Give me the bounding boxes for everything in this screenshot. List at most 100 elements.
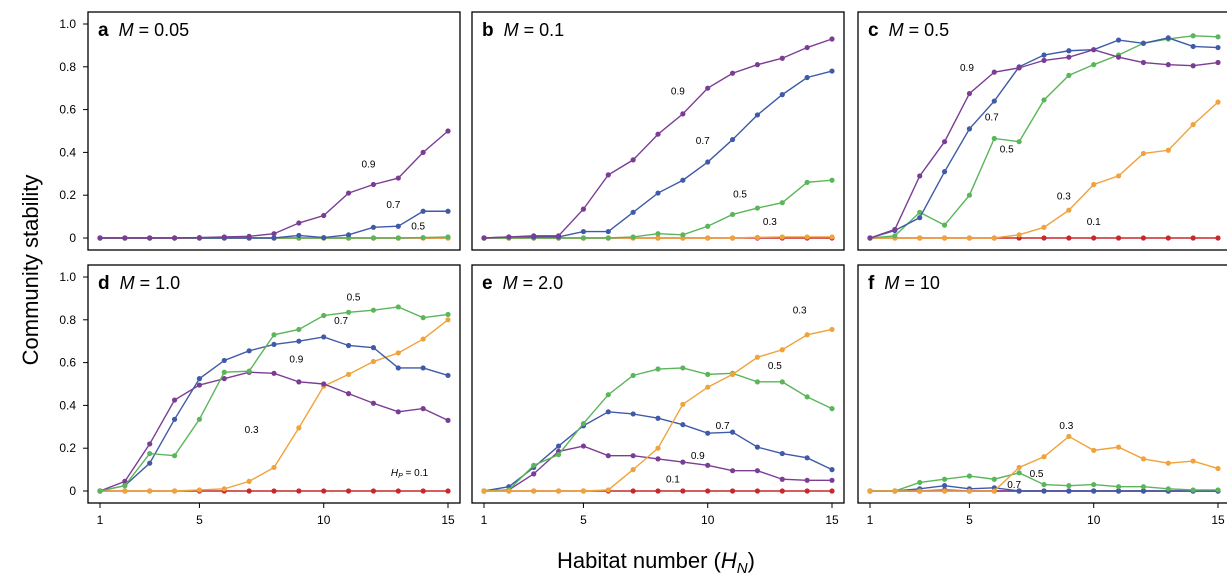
data-point <box>147 441 153 447</box>
data-point <box>655 415 661 421</box>
data-point <box>221 234 227 240</box>
data-point <box>1140 235 1147 241</box>
data-point <box>321 381 327 387</box>
data-point <box>531 488 537 494</box>
data-point <box>605 409 611 415</box>
panel-frame <box>857 264 1227 504</box>
data-point <box>829 177 835 183</box>
series-line-0-5 <box>484 179 833 239</box>
y-tick-label: 0.6 <box>59 356 76 370</box>
data-point <box>1140 40 1147 46</box>
data-point <box>171 397 178 403</box>
data-point <box>1115 488 1122 494</box>
data-point <box>1140 59 1147 66</box>
data-point <box>1140 456 1147 462</box>
data-point <box>420 365 426 371</box>
data-point <box>1165 486 1171 492</box>
data-point <box>655 488 661 494</box>
data-point <box>1190 458 1196 464</box>
data-point <box>779 92 785 98</box>
data-point <box>917 173 923 179</box>
data-point <box>531 471 537 477</box>
data-point <box>171 235 178 241</box>
data-point <box>729 488 736 494</box>
data-point <box>1140 150 1147 157</box>
data-point <box>445 372 451 379</box>
data-point <box>420 406 426 412</box>
data-point <box>829 326 835 333</box>
data-point <box>345 309 352 315</box>
data-point <box>754 444 761 450</box>
data-point <box>296 338 302 344</box>
data-point <box>271 341 277 348</box>
x-tick-label: 15 <box>441 513 455 527</box>
data-point <box>1066 54 1072 60</box>
data-point <box>1115 54 1122 60</box>
data-point <box>941 222 948 228</box>
data-point <box>296 425 302 431</box>
data-point <box>506 234 512 240</box>
panel-d: 00.20.40.60.81.01 5 10 15d M = 1.00.50.70.90… <box>59 264 461 527</box>
data-point <box>991 235 997 241</box>
y-tick-label: 0.2 <box>59 441 76 455</box>
data-point <box>605 453 611 459</box>
data-point <box>147 450 153 457</box>
series-line-0-7 <box>483 70 833 239</box>
data-point <box>555 452 562 458</box>
data-point <box>122 235 128 241</box>
data-point <box>630 234 636 240</box>
data-point <box>630 467 636 473</box>
panel-e: 1 5 10 15e M = 2.00.30.50.70.90.1 <box>471 264 845 527</box>
data-point <box>481 235 487 241</box>
data-point <box>1091 488 1097 494</box>
data-point <box>171 453 178 459</box>
data-point <box>221 357 227 364</box>
data-point <box>804 332 810 338</box>
data-point <box>991 135 997 142</box>
data-point <box>630 453 636 459</box>
data-point <box>370 345 377 351</box>
data-point <box>555 233 562 239</box>
data-point <box>420 488 426 494</box>
data-point <box>395 409 401 415</box>
data-point <box>370 358 377 365</box>
data-point <box>630 157 636 163</box>
data-point <box>1091 447 1097 453</box>
data-point <box>1190 33 1196 39</box>
data-point <box>705 235 711 241</box>
data-point <box>1016 232 1022 238</box>
data-point <box>680 488 686 494</box>
series-label: 0.5 <box>733 189 747 200</box>
data-point <box>321 234 327 241</box>
data-point <box>1066 488 1072 494</box>
data-point <box>680 365 686 371</box>
data-point <box>221 376 227 382</box>
data-point <box>991 476 997 482</box>
data-point <box>321 212 327 219</box>
data-point <box>941 235 948 241</box>
data-point <box>605 228 611 235</box>
data-point <box>1140 484 1147 490</box>
data-point <box>97 488 103 494</box>
y-tick-label: 0.2 <box>59 188 76 202</box>
data-point <box>941 139 948 145</box>
data-point <box>345 371 352 377</box>
series-label: 0.9 <box>960 63 974 74</box>
data-point <box>395 350 401 356</box>
data-point <box>605 235 611 241</box>
series-label: 0.1 <box>1087 217 1101 228</box>
data-point <box>705 371 711 377</box>
data-point <box>296 232 302 239</box>
panel-frame <box>857 11 1227 251</box>
data-point <box>1190 487 1196 493</box>
data-point <box>705 223 711 229</box>
data-point <box>1091 481 1097 488</box>
hp-label: HP = 0.1 <box>391 468 429 480</box>
series-label: 0.9 <box>362 159 376 170</box>
data-point <box>445 128 451 134</box>
data-point <box>966 488 973 494</box>
data-point <box>991 98 997 104</box>
data-point <box>867 488 873 494</box>
